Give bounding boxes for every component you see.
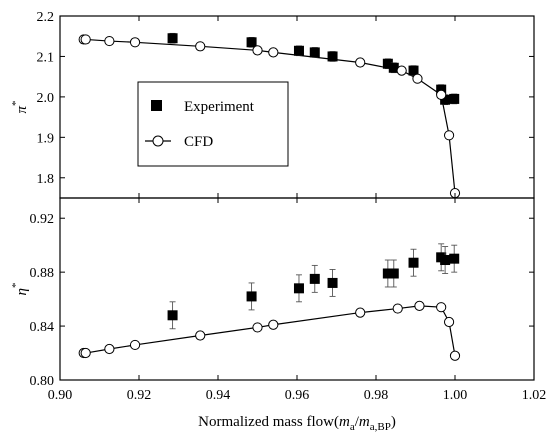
bottom-experiment-point: [408, 257, 419, 268]
top-cfd-point: [129, 37, 141, 48]
legend-experiment-label: Experiment: [184, 99, 255, 115]
top-experiment-point: [167, 33, 178, 44]
top-experiment-point: [449, 93, 460, 104]
x-axis-ticks: 0.90 0.92 0.94 0.96 0.98 1.00 1.02: [48, 16, 547, 403]
bottom-cfd-point: [129, 339, 141, 351]
top-cfd-point: [252, 45, 263, 56]
top-cfd-point: [104, 35, 115, 47]
x-axis-title: Normalized mass flow(ma/ma,BP): [198, 414, 396, 433]
x-tick-label: 0.90: [48, 388, 73, 403]
x-axis-title-slash: /: [355, 414, 360, 430]
top-cfd-point: [80, 34, 91, 45]
bottom-y-tick-label: 0.80: [30, 374, 55, 389]
bottom-panel-marks: [78, 243, 461, 361]
x-tick-label: 0.94: [206, 388, 231, 403]
bottom-y-axis-symbol: η: [14, 288, 30, 295]
top-experiment-point: [436, 84, 447, 95]
top-experiment-point: [246, 37, 257, 48]
top-experiment-point: [408, 65, 419, 76]
top-panel-y-ticks: 1.8 1.9 2.0 2.1 2.2: [37, 10, 534, 187]
top-cfd-point: [195, 41, 206, 52]
bottom-experiment-point: [309, 273, 320, 284]
top-y-tick-label: 2.0: [37, 91, 55, 106]
bottom-experiment-point: [167, 310, 178, 321]
x-tick-label: 0.92: [127, 388, 152, 403]
bottom-cfd-point: [414, 300, 425, 311]
top-y-axis-symbol: π: [14, 106, 30, 114]
bottom-cfd-point: [252, 322, 263, 333]
bottom-experiment-point: [388, 268, 399, 279]
top-y-axis-title: π*: [10, 100, 30, 113]
bottom-cfd-point: [80, 347, 91, 359]
top-panel-marks: [78, 32, 461, 199]
bottom-y-axis-sup: *: [10, 283, 22, 289]
top-y-tick-label: 2.2: [37, 10, 55, 25]
legend-experiment-marker: [151, 100, 162, 111]
bottom-panel-y-ticks: 0.80 0.84 0.88 0.92: [30, 212, 534, 389]
x-axis-title-suffix: ): [391, 414, 396, 430]
bottom-experiment-point: [246, 291, 257, 302]
top-y-tick-label: 1.8: [37, 172, 55, 187]
bottom-y-tick-label: 0.84: [30, 320, 55, 335]
bottom-cfd-point: [355, 307, 366, 318]
x-axis-title-m2: m: [359, 414, 370, 430]
top-cfd-point: [412, 73, 423, 84]
top-panel: 1.8 1.9 2.0 2.1 2.2 π* Experiment CFD: [10, 10, 535, 199]
top-experiment-point: [382, 58, 393, 69]
top-experiment-point: [388, 62, 399, 73]
x-tick-label: 0.98: [364, 388, 389, 403]
bottom-experiment-point: [327, 277, 338, 288]
top-experiment-point: [327, 51, 338, 62]
bottom-experiment-point: [440, 255, 451, 266]
bottom-cfd-point: [104, 343, 115, 355]
x-axis-title-sub2: a,BP: [370, 421, 391, 433]
x-axis-title-sub1: a: [350, 421, 355, 433]
top-cfd-point: [268, 47, 279, 58]
top-experiment-point: [293, 45, 304, 56]
top-cfd-point: [443, 130, 455, 141]
top-cfd-point: [355, 57, 366, 68]
top-y-tick-label: 2.1: [37, 50, 55, 65]
top-cfd-point: [396, 65, 407, 76]
bottom-cfd-point: [443, 316, 455, 328]
bottom-y-tick-label: 0.92: [30, 212, 55, 227]
bottom-experiment-point: [382, 268, 393, 279]
bottom-experiment-point: [449, 253, 460, 264]
bottom-panel: 0.80 0.84 0.88 0.92 η*: [10, 197, 535, 389]
x-tick-label: 0.96: [285, 388, 310, 403]
bottom-cfd-point: [195, 330, 206, 341]
bottom-cfd-point: [392, 303, 403, 314]
top-y-axis-sup: *: [10, 100, 22, 106]
top-y-tick-label: 1.9: [37, 131, 55, 146]
x-tick-label: 1.02: [522, 388, 547, 403]
legend-cfd-label: CFD: [184, 134, 213, 150]
bottom-y-tick-label: 0.88: [30, 266, 55, 281]
x-tick-label: 1.00: [443, 388, 468, 403]
bottom-experiment-point: [293, 283, 304, 294]
bottom-cfd-point: [449, 350, 461, 361]
bottom-y-axis-title: η*: [10, 283, 30, 296]
legend-box: [137, 81, 289, 167]
top-cfd-point: [436, 89, 447, 100]
bottom-cfd-point: [268, 319, 279, 330]
top-experiment-point: [309, 47, 320, 58]
legend: Experiment CFD: [137, 81, 289, 167]
top-experiment-point: [440, 94, 451, 105]
x-axis-title-prefix: Normalized mass flow(: [198, 414, 339, 430]
legend-cfd-marker: [152, 135, 164, 147]
bottom-cfd-point: [436, 302, 447, 313]
x-axis-title-m: m: [339, 414, 350, 430]
